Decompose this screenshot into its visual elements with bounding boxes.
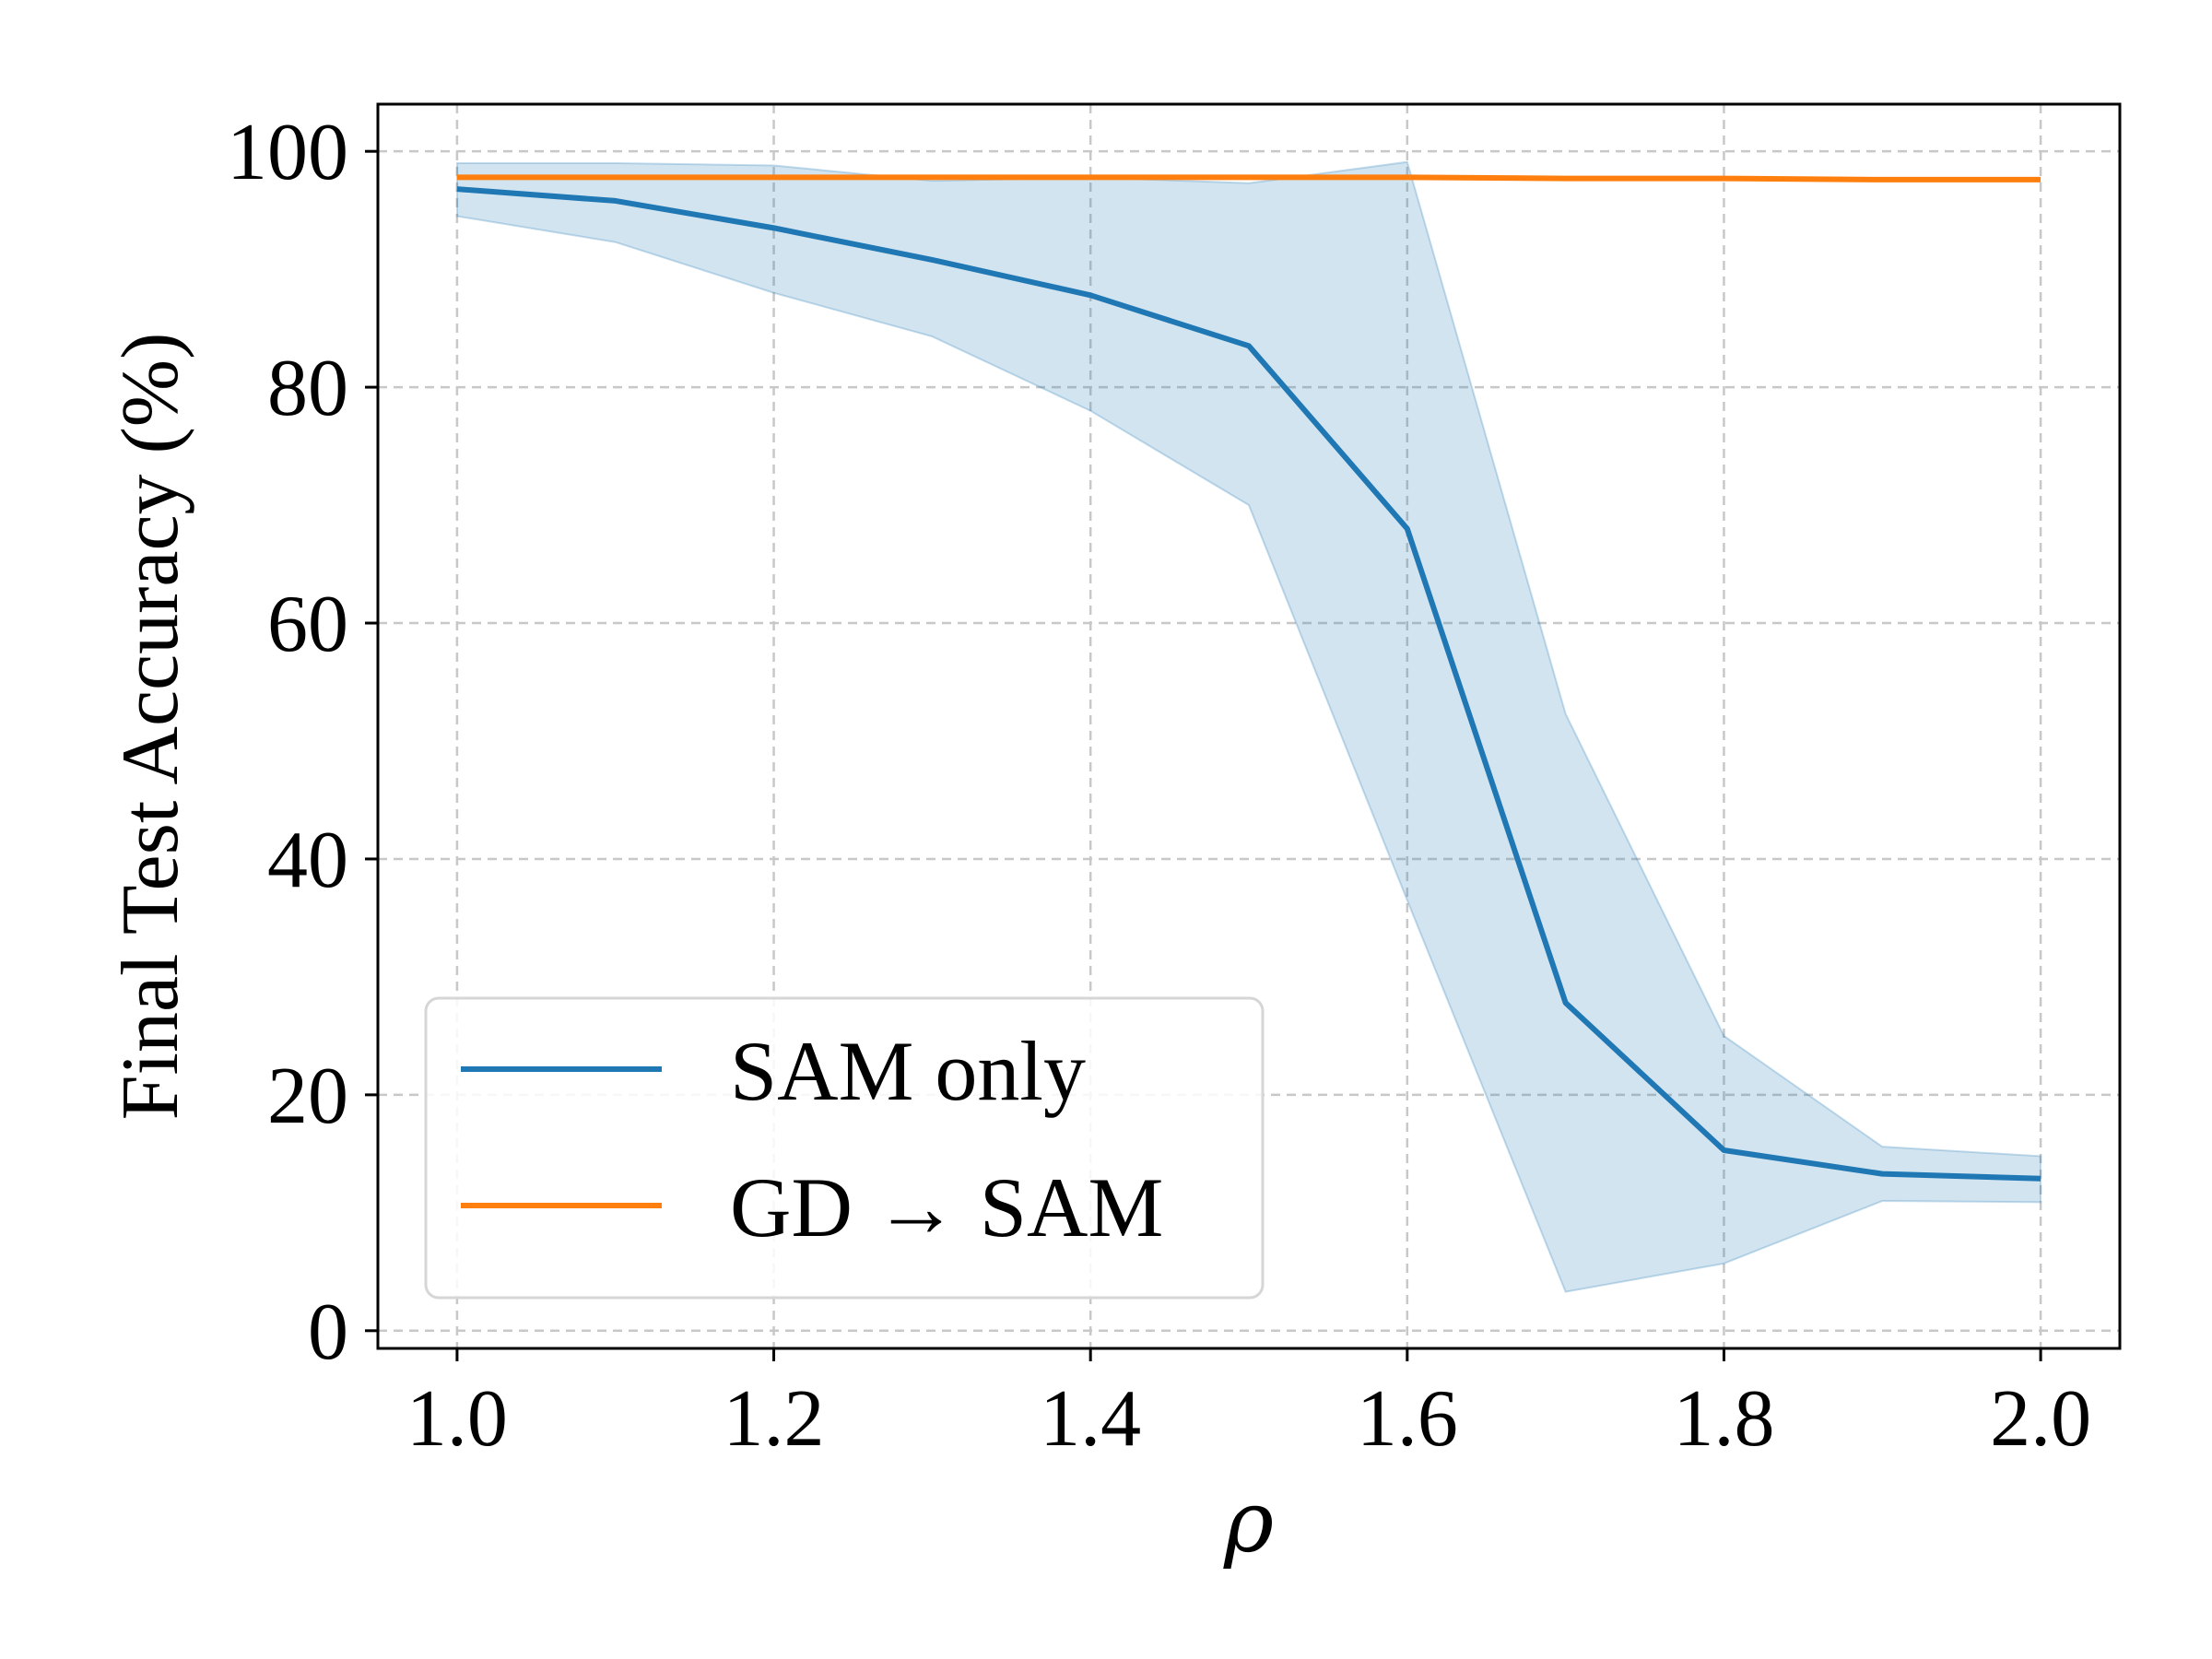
- legend-label-sam-only: SAM only: [730, 1024, 1086, 1118]
- series-lines: [456, 174, 2041, 1182]
- legend: SAM only GD → SAM: [424, 996, 1265, 1300]
- y-tick-label: 0: [308, 1288, 348, 1377]
- line-gd-sam: [456, 174, 2041, 182]
- x-tick-label: 1.4: [1040, 1374, 1141, 1464]
- y-tick-label: 40: [267, 816, 348, 905]
- y-tick-label: 80: [267, 344, 348, 433]
- y-axis-label: Final Test Accuracy (%): [106, 333, 195, 1121]
- y-tick-label: 20: [267, 1052, 348, 1141]
- x-tick-label: 1.2: [724, 1374, 825, 1464]
- x-tick-label: 1.0: [406, 1374, 508, 1464]
- plot-frame: [376, 102, 2122, 1350]
- x-tick-label: 1.6: [1357, 1374, 1458, 1464]
- y-tick-label: 60: [267, 580, 348, 669]
- legend-label-gd-sam: GD → SAM: [730, 1160, 1163, 1254]
- x-axis-label: ρ: [1223, 1473, 1274, 1571]
- y-tick-label: 100: [227, 108, 348, 197]
- legend-box: [424, 996, 1265, 1300]
- line-sam-only: [456, 186, 2041, 1182]
- x-tick-label: 2.0: [1990, 1374, 2091, 1464]
- axis-ticks: 1.0 1.2 1.4 1.6 1.8 2.0 0 20 40 60 80 100: [227, 108, 2091, 1464]
- x-tick-label: 1.8: [1673, 1374, 1774, 1464]
